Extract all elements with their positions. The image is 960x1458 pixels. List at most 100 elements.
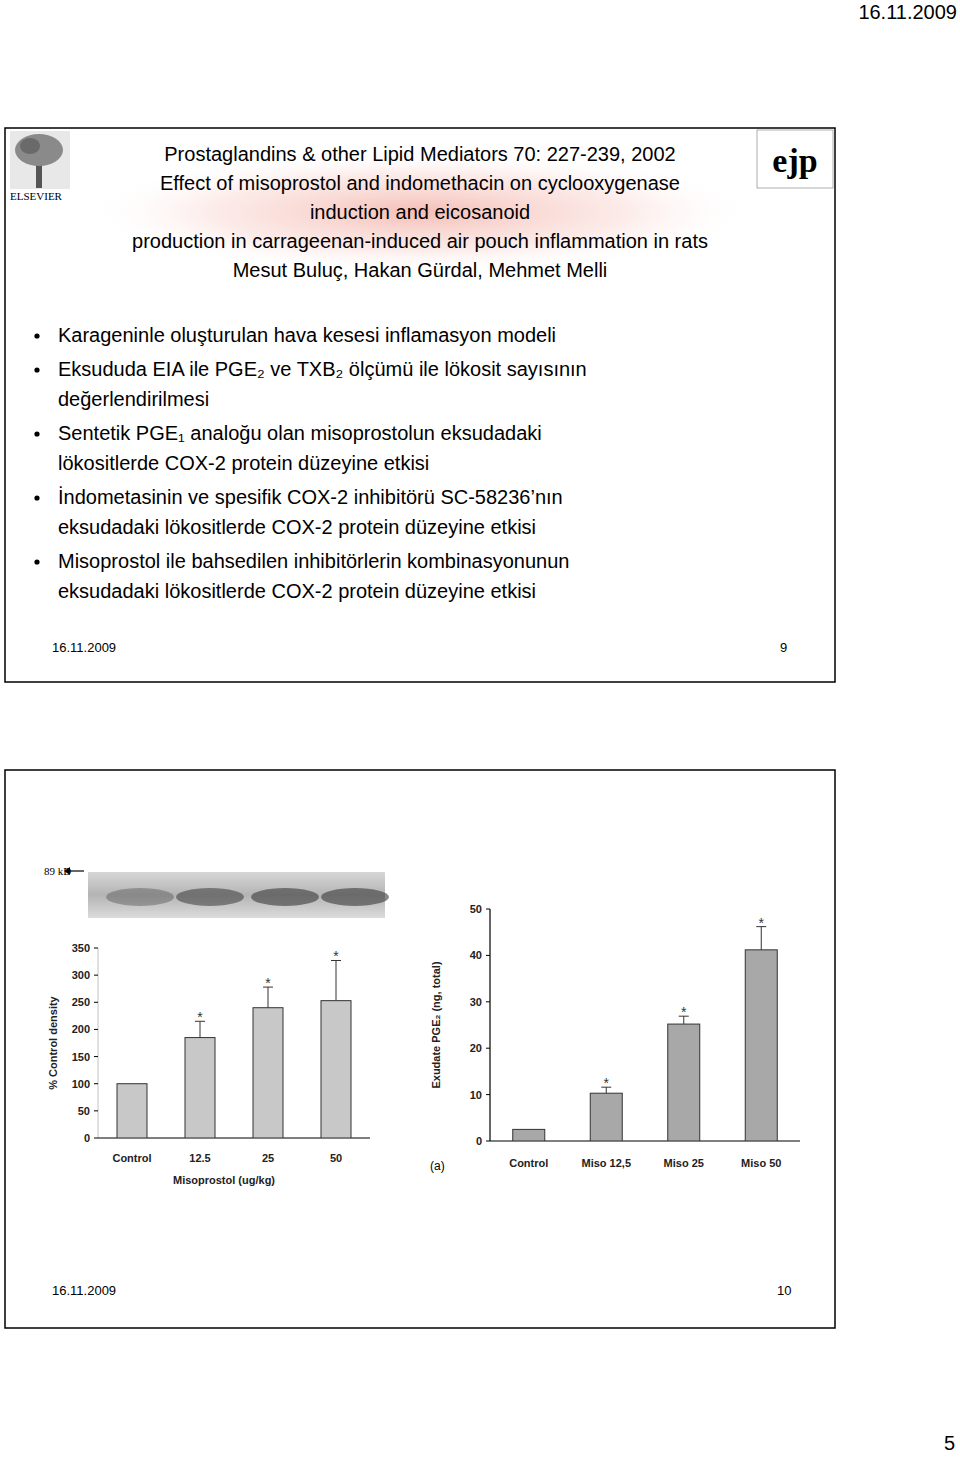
page: 16.11.2009 5 ELSEVIER ejp Prostaglandins & o… [0,0,960,1458]
bullet-text: Misoprostol ile bahsedilen inhibitörleri… [58,550,569,572]
y-tick [486,1048,490,1049]
significance-mark: * [681,1004,687,1020]
title-line: Prostaglandins & other Lipid Mediators 7… [164,143,675,165]
significance-mark: * [759,915,765,931]
y-axis-line [489,909,490,1141]
bullet-text: Karageninle oluşturulan hava kesesi infl… [58,324,556,346]
y-tick [486,1141,490,1142]
bullet-text: eksudadaki lökositlerde COX-2 protein dü… [58,516,536,538]
y-tick-label: 150 [72,1051,90,1063]
logo-crown [20,138,40,154]
bar [253,1008,283,1138]
bullet-text: İndometasinin ve spesifik COX-2 inhibitö… [58,486,563,508]
title-line: Mesut Buluç, Hakan Gürdal, Mehmet Melli [233,259,608,281]
bullet-dot [34,367,39,372]
bar [745,950,777,1141]
x-axis-label: Misoprostol (ug/kg) [173,1174,275,1186]
journal-logo: ejp [772,142,817,179]
blot-band [106,888,174,906]
y-tick-label: 250 [72,996,90,1008]
y-tick-label: 20 [470,1042,482,1054]
blot-arrow [70,870,84,871]
x-tick-label: Control [112,1152,151,1164]
y-tick-label: 0 [476,1135,482,1147]
bullet-text: Sentetik PGE₁ analoğu olan misoprostolun… [58,422,542,444]
title-glow [80,150,760,274]
bar-chart: 0 10 20 30 40 50 Control * Miso 12,5 * Miso 25 * Mis… [430,903,800,1169]
title-line: production in carrageenan-induced air po… [132,230,708,252]
error-bar [331,960,341,1000]
y-tick [486,1001,490,1002]
slide-frame [5,128,835,682]
x-tick-label: 12.5 [189,1152,210,1164]
significance-mark: * [197,1009,203,1025]
title-line: induction and eicosanoid [310,201,530,223]
y-axis-label: % Control density [47,995,59,1089]
page-number: 5 [944,1432,955,1454]
x-tick-label: Miso 25 [664,1157,704,1169]
y-tick-label: 300 [72,969,90,981]
y-tick [94,975,98,976]
slide-footer-date: 16.11.2009 [52,640,116,655]
y-tick-label: 50 [78,1105,90,1117]
y-tick [94,948,98,949]
western-blot [88,872,389,918]
blot-arrowhead [64,867,70,875]
x-tick-label: 25 [262,1152,274,1164]
bars [117,960,351,1138]
x-tick-label: Control [509,1157,548,1169]
slide-number: 10 [777,1283,791,1298]
journal-logo-frame [757,130,833,188]
blot-label: 89 kD [44,865,71,877]
y-tick-label: 100 [72,1078,90,1090]
y-tick-label: 200 [72,1023,90,1035]
bullet-text: Eksududa EIA ile PGE₂ ve TXB₂ ölçümü ile… [58,358,587,380]
y-tick [94,1083,98,1084]
bar [117,1084,147,1138]
x-tick-label: Miso 50 [741,1157,781,1169]
bullet-dot [34,333,39,338]
bullet-dot [34,495,39,500]
slide-footer-date: 16.11.2009 [52,1283,116,1298]
blot-band [321,888,389,906]
title-line: Effect of misoprostol and indomethacin o… [160,172,680,194]
y-tick [94,1029,98,1030]
x-tick-label: 50 [330,1152,342,1164]
y-tick [94,1056,98,1057]
x-tick-label: Miso 12,5 [581,1157,631,1169]
bullet-text: lökositlerde COX-2 protein düzeyine etki… [58,452,429,474]
slide-frame [5,770,835,1328]
y-tick-label: 30 [470,996,482,1008]
publisher-name: ELSEVIER [10,190,63,202]
y-tick-label: 40 [470,949,482,961]
publisher-logo [10,131,70,189]
page-date: 16.11.2009 [858,1,957,23]
bar [513,1129,545,1141]
bars [513,927,778,1141]
significance-mark: * [265,975,271,991]
bullet-dot [34,559,39,564]
y-tick-label: 350 [72,942,90,954]
slide-number: 9 [780,640,787,655]
y-axis-line [98,948,99,1138]
y-tick-label: 10 [470,1089,482,1101]
y-tick [94,1002,98,1003]
blot-band [176,888,244,906]
bullet-dot [34,431,39,436]
significance-mark: * [333,948,339,964]
blot-band [251,888,319,906]
logo-bg [10,131,70,189]
bar [668,1024,700,1141]
bullet-text: değerlendirilmesi [58,388,209,410]
y-tick [486,955,490,956]
panel-label: (a) [430,1159,445,1173]
bar [590,1093,622,1141]
significance-mark: * [604,1075,610,1091]
y-axis-label: Exudate PGE₂ (ng, total) [430,961,442,1088]
logo-crown [15,134,63,166]
y-tick [486,1094,490,1095]
y-tick [94,1110,98,1111]
y-tick-label: 50 [470,903,482,915]
bar-chart: 050100150200250300350Control*12.5*25*50M… [47,942,370,1186]
y-tick [94,1138,98,1139]
